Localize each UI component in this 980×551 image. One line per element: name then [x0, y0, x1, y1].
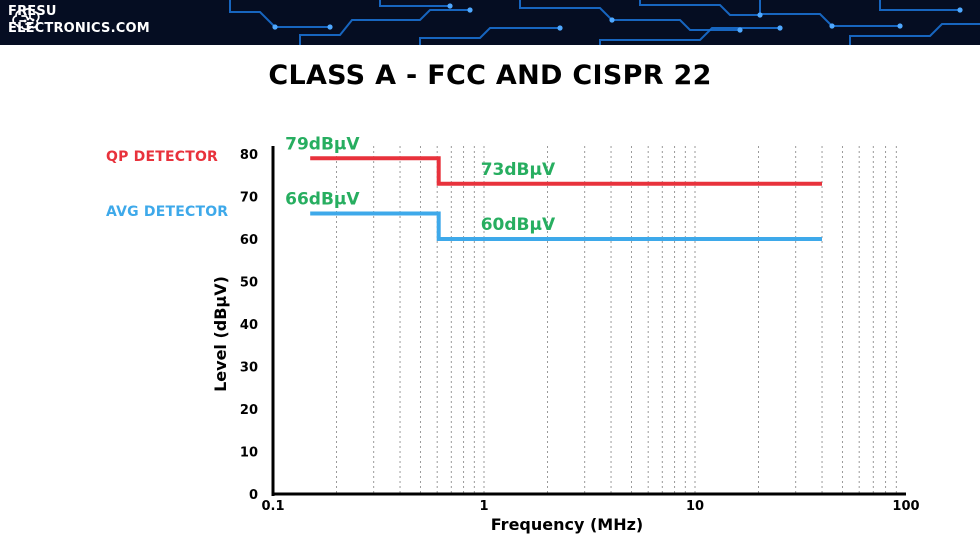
circuit-node	[557, 25, 563, 31]
circuit-node	[829, 23, 835, 29]
circuit-node	[467, 7, 473, 13]
circuit-trace	[599, 27, 780, 45]
level-annotation: 79dBµV	[285, 134, 360, 154]
chart-title: CLASS A - FCC AND CISPR 22	[268, 60, 712, 91]
level-annotation: 60dBµV	[481, 215, 556, 235]
circuit-node	[957, 7, 963, 13]
circuit-node	[737, 27, 743, 33]
level-annotation: 66dBµV	[285, 190, 360, 210]
circuit-node	[897, 23, 903, 29]
brand-logo[interactable]: FRESU ELECTRONICS.COM	[8, 3, 150, 37]
y-tick-label: 30	[240, 361, 258, 376]
brand-line-2: ELECTRONICS.COM	[8, 21, 150, 36]
circuit-trace	[849, 23, 980, 45]
x-axis-label: Frequency (MHz)	[491, 515, 643, 534]
circuit-trace	[229, 0, 330, 28]
circuit-node	[327, 24, 333, 30]
y-tick-label: 0	[249, 488, 258, 503]
circuit-trace	[639, 0, 760, 16]
avg-detector-line	[310, 211, 822, 241]
brand-line-1: FRESU	[8, 4, 57, 19]
level-annotation: 73dBµV	[481, 160, 556, 180]
circuit-node	[447, 3, 453, 9]
y-tick-label: 70	[240, 191, 258, 206]
circuit-node	[777, 25, 783, 31]
circuit-trace	[419, 27, 560, 45]
circuit-node	[757, 12, 763, 18]
brand-name: FRESU ELECTRONICS.COM	[8, 3, 150, 37]
y-tick-label: 10	[240, 446, 258, 461]
circuit-background	[229, 0, 980, 45]
y-tick-label: 40	[240, 318, 258, 333]
brain-circuit-icon	[12, 7, 40, 31]
qp-detector-line	[310, 156, 822, 186]
y-tick-label: 50	[240, 276, 258, 291]
circuit-trace	[299, 9, 470, 45]
circuit-trace	[759, 0, 900, 27]
x-tick-label: 0.1	[261, 499, 284, 514]
y-tick-label: 20	[240, 403, 258, 418]
x-tick-label: 100	[892, 499, 919, 514]
y-tick-label: 80	[240, 148, 258, 163]
circuit-node	[609, 17, 615, 23]
circuit-trace	[879, 0, 960, 11]
x-tick-label: 1	[479, 499, 488, 514]
x-tick-label: 10	[686, 499, 704, 514]
y-tick-label: 60	[240, 233, 258, 248]
header-banner: FRESU ELECTRONICS.COM	[0, 0, 980, 45]
circuit-node	[272, 24, 278, 30]
y-axis-label: Level (dBµV)	[211, 276, 230, 392]
legend-qp-detector: QP DETECTOR	[106, 149, 219, 165]
legend-avg-detector: AVG DETECTOR	[106, 204, 229, 220]
circuit-trace	[379, 0, 450, 7]
